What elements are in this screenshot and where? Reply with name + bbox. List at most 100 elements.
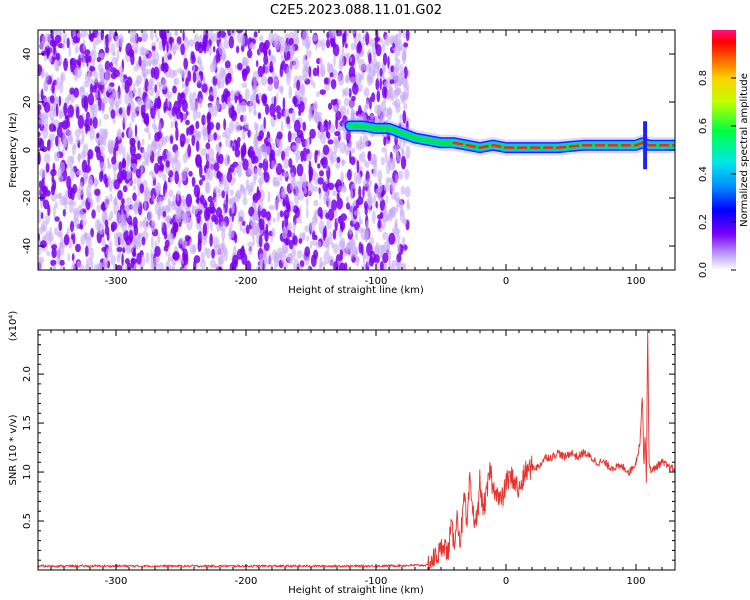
spectrogram-noise-blob <box>401 50 407 62</box>
spectrogram-noise-blob <box>104 195 110 209</box>
spectrogram-noise-blob <box>191 134 196 147</box>
spectrogram-noise-blob <box>346 108 350 116</box>
spectrogram-noise-blob <box>258 162 263 169</box>
spectrogram-noise-blob <box>158 122 162 134</box>
spectrogram-noise-blob <box>38 249 42 256</box>
spectrogram-noise-blob <box>84 49 91 56</box>
spectrogram-noise-blob <box>386 243 390 255</box>
spectrogram-noise-blob <box>363 87 370 97</box>
spectrogram-noise-blob <box>109 30 113 37</box>
spectrogram-noise-blob <box>349 56 353 63</box>
spectrogram-noise-blob <box>213 32 217 42</box>
spectrogram-noise-blob <box>242 57 249 66</box>
spectrogram-noise-blob <box>62 194 69 206</box>
spectrogram-noise-blob <box>253 31 258 38</box>
spectrogram-noise-blob <box>382 252 389 264</box>
spectrogram-noise-blob <box>405 120 409 132</box>
spectrogram-noise-blob <box>256 60 259 68</box>
spectrogram-noise-blob <box>172 222 179 229</box>
spectrogram-noise-blob <box>403 102 408 110</box>
spectrogram-noise-blob <box>282 171 289 178</box>
spectrogram-noise-blob <box>132 216 138 229</box>
spectrogram-noise-blob <box>41 50 46 57</box>
spectrogram-noise-blob <box>250 150 256 164</box>
spectrogram-noise-blob <box>46 42 49 48</box>
spectrogram-xtick-label: -200 <box>235 276 258 287</box>
spectrogram-noise-blob <box>102 256 108 270</box>
spectrogram-noise-blob <box>309 128 316 139</box>
spectrogram-noise-blob <box>185 86 190 94</box>
spectrogram-noise-blob <box>350 156 356 166</box>
spectrogram-noise-blob <box>84 264 90 270</box>
spectrogram-noise-blob <box>162 37 166 52</box>
spectrogram-noise-blob <box>227 138 231 149</box>
spectrogram-noise-blob <box>332 190 337 197</box>
spectrogram-noise-blob <box>150 105 156 119</box>
spectrogram-noise-blob <box>293 30 299 38</box>
spectrogram-noise-blob <box>131 112 135 123</box>
spectrogram-noise-blob <box>377 169 383 182</box>
spectrogram-noise-blob <box>259 218 265 231</box>
spectrogram-noise-blob <box>286 230 292 238</box>
spectrogram-noise-blob <box>356 160 360 174</box>
spectrogram-noise-blob <box>112 118 116 125</box>
spectrogram-noise-blob <box>392 206 396 214</box>
spectrogram-noise-blob <box>396 241 401 253</box>
spectrogram-noise-blob <box>350 42 355 51</box>
spectrogram-noise-blob <box>107 216 112 222</box>
spectrogram-noise-blob <box>40 71 45 77</box>
spectrogram-noise-blob <box>339 249 344 261</box>
spectrogram-noise-blob <box>371 69 376 78</box>
spectrogram-noise-blob <box>383 183 390 193</box>
spectrogram-noise-blob <box>110 221 118 231</box>
spectrogram-noise-blob <box>73 214 76 227</box>
spectrogram-noise-blob <box>185 110 189 116</box>
spectrogram-noise-blob <box>144 196 147 211</box>
spectrogram-noise-blob <box>389 92 394 99</box>
spectrogram-noise-blob <box>369 114 374 120</box>
spectrogram-noise-blob <box>132 192 137 202</box>
spectrogram-noise-blob <box>201 175 206 182</box>
spectrogram-noise-blob <box>336 192 340 200</box>
spectrogram-noise-blob <box>126 197 132 205</box>
spectrogram-noise-blob <box>272 217 276 223</box>
spectrogram-noise-blob <box>103 113 110 120</box>
spectrogram-noise-blob <box>263 258 269 265</box>
spectrogram-noise-blob <box>345 242 352 254</box>
spectrogram-noise-blob <box>39 138 45 151</box>
spectrogram-noise-blob <box>394 135 398 146</box>
spectrogram-noise-blob <box>241 252 248 265</box>
spectrogram-noise-blob <box>49 227 52 234</box>
spectrogram-noise-blob <box>128 48 135 58</box>
spectrogram-noise-blob <box>209 62 216 73</box>
spectrogram-noise-blob <box>365 99 369 110</box>
spectrogram-noise-blob <box>188 170 193 177</box>
spectrogram-noise-blob <box>166 41 169 53</box>
spectrogram-noise-blob <box>69 200 74 214</box>
spectrogram-noise-blob <box>181 99 188 113</box>
spectrogram-noise-blob <box>237 136 241 143</box>
spectrogram-noise-blob <box>197 65 205 72</box>
spectrogram-noise-blob <box>295 153 299 164</box>
colorbar-tick-label: 0.0 <box>698 262 709 278</box>
spectrogram-noise-blob <box>296 129 304 139</box>
spectrogram-noise-blob <box>151 172 156 181</box>
spectrogram-noise-blob <box>47 232 54 243</box>
spectrogram-noise-blob <box>81 30 85 39</box>
spectrogram-noise-blob <box>390 180 396 194</box>
spectrogram-noise-blob <box>280 86 284 95</box>
spectrogram-noise-blob <box>316 91 320 97</box>
spectrogram-noise-blob <box>207 147 215 162</box>
spectrogram-noise-blob <box>345 196 350 202</box>
spectrogram-noise-blob <box>181 82 186 89</box>
snr-plot-area <box>38 330 675 570</box>
spectrogram-noise-blob <box>359 135 363 146</box>
spectrogram-noise-blob <box>299 101 305 113</box>
spectrogram-noise-blob <box>116 48 120 61</box>
spectrogram-noise-blob <box>236 102 242 115</box>
spectrogram-noise-blob <box>293 57 300 70</box>
spectrogram-noise-blob <box>102 97 109 104</box>
spectrogram-noise-blob <box>317 177 324 185</box>
spectrogram-noise-blob <box>315 113 321 123</box>
